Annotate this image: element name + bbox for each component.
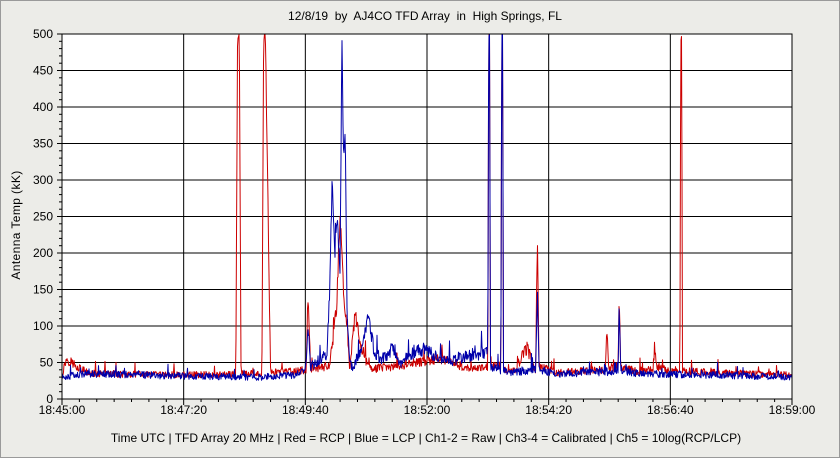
y-tick-label: 150 — [33, 283, 53, 297]
y-tick-label: 250 — [33, 210, 53, 224]
y-tick-label: 50 — [40, 356, 54, 370]
y-tick-label: 0 — [46, 392, 53, 406]
x-tick-label: 18:47:20 — [160, 403, 207, 417]
x-tick-label: 18:59:00 — [769, 403, 816, 417]
y-tick-label: 500 — [33, 27, 53, 41]
x-axis-caption: Time UTC | TFD Array 20 MHz | Red = RCP … — [110, 431, 742, 445]
y-tick-label: 400 — [33, 100, 53, 114]
x-tick-label: 18:52:00 — [404, 403, 451, 417]
y-tick-label: 100 — [33, 319, 53, 333]
chart-title: 12/8/19 by AJ4CO TFD Array in High Sprin… — [288, 9, 562, 23]
x-tick-label: 18:54:20 — [525, 403, 572, 417]
x-tick-label: 18:56:40 — [647, 403, 694, 417]
y-tick-label: 200 — [33, 246, 53, 260]
y-tick-label: 300 — [33, 173, 53, 187]
plot-border — [61, 33, 793, 400]
x-tick-label: 18:45:00 — [39, 403, 86, 417]
y-tick-label: 350 — [33, 137, 53, 151]
y-tick-label: 450 — [33, 64, 53, 78]
x-tick-label: 18:49:40 — [282, 403, 329, 417]
series-line-lcp — [61, 33, 793, 381]
